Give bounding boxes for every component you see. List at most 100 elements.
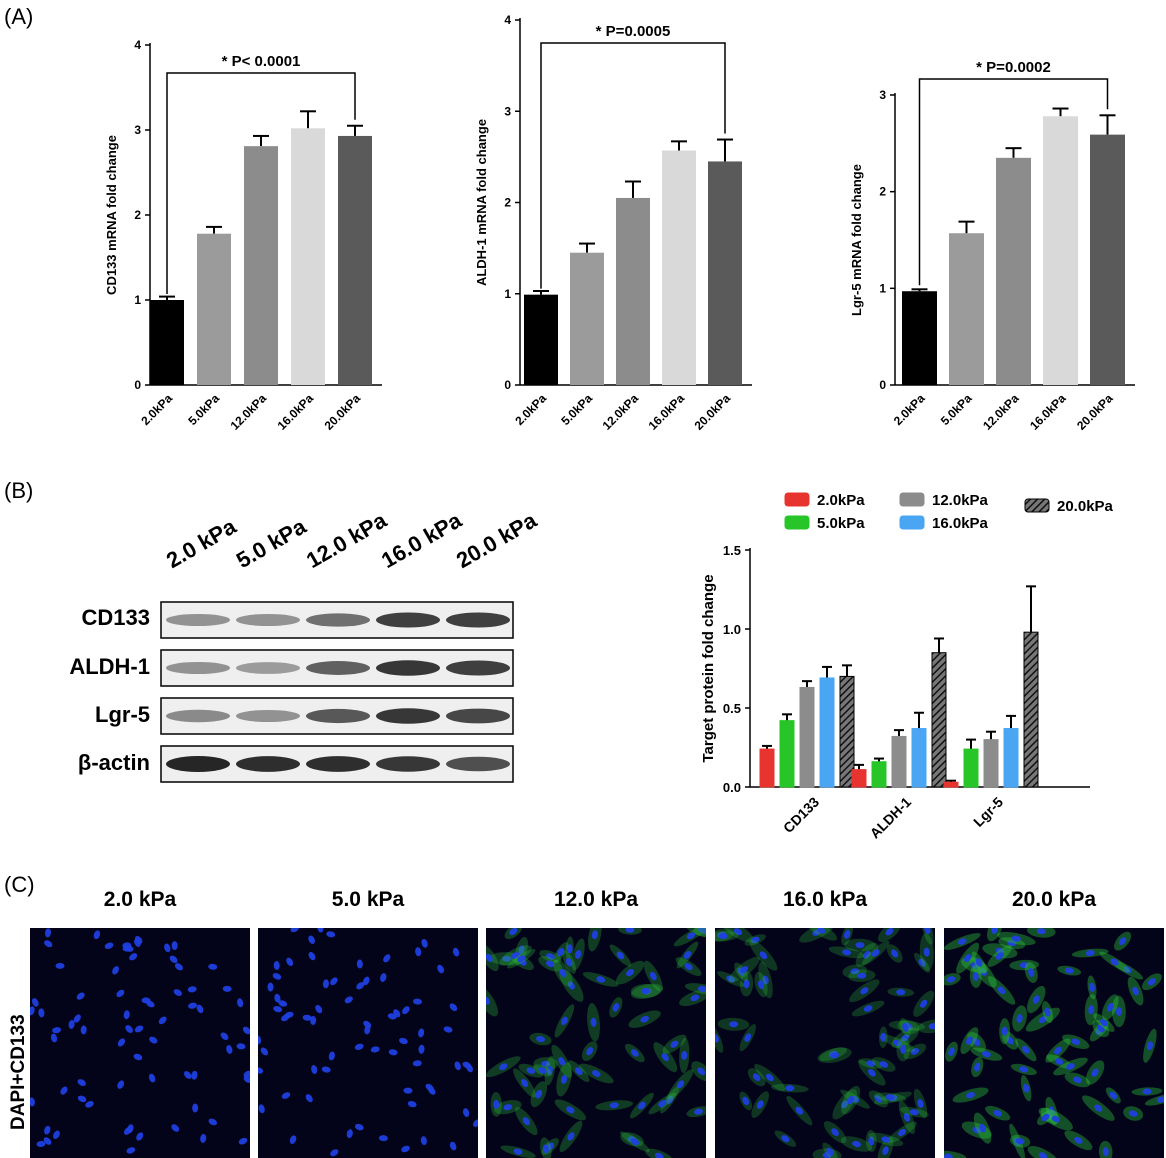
bar (871, 761, 887, 788)
nucleus (200, 1133, 207, 1143)
nucleus (322, 979, 329, 989)
nucleus (509, 928, 518, 936)
immunofluorescence-image (944, 928, 1164, 1158)
panel-label-b: (B) (4, 478, 34, 503)
nucleus (733, 928, 743, 936)
nucleus (591, 930, 598, 940)
nucleus (354, 1123, 364, 1131)
x-tick-label: 5.0kPa (185, 391, 222, 428)
nucleus (117, 1080, 125, 1089)
x-tick-label: 12.0kPa (600, 391, 642, 433)
nucleus (284, 1011, 294, 1018)
blot-lane-label: 2.0 kPa (162, 513, 241, 574)
legend-label: 20.0kPa (1057, 498, 1114, 515)
nucleus (169, 955, 178, 963)
nucleus (364, 1025, 371, 1035)
significance-label: * P=0.0005 (596, 23, 671, 40)
x-tick-label: 2.0kPa (138, 391, 175, 428)
nucleus (638, 1101, 646, 1110)
nucleus (196, 1004, 204, 1014)
nucleus (630, 1049, 639, 1057)
nucleus (462, 1061, 472, 1069)
nucleus (697, 985, 706, 992)
nucleus (1109, 1091, 1118, 1100)
bar (799, 686, 815, 788)
significance-bracket (918, 78, 1109, 286)
nucleus (237, 998, 244, 1008)
nucleus (560, 1074, 568, 1084)
nucleus (191, 1070, 198, 1080)
legend-swatch (784, 515, 810, 530)
bar (1003, 728, 1019, 788)
blot-row-label: Lgr-5 (95, 702, 150, 727)
blot-band (376, 660, 440, 676)
nucleus (1097, 1024, 1105, 1033)
nucleus (401, 1145, 410, 1153)
nucleus (676, 1080, 685, 1089)
blot-band (236, 662, 300, 674)
nucleus (326, 931, 336, 938)
x-tick-label: 2.0kPa (512, 391, 549, 428)
nucleus (855, 942, 865, 949)
nucleus (192, 1103, 199, 1113)
nucleus (328, 1051, 335, 1061)
nucleus (557, 948, 565, 957)
blot-band (306, 661, 370, 675)
nucleus (1044, 1007, 1051, 1017)
legend-label: 5.0kPa (817, 515, 865, 532)
nucleus (44, 940, 53, 948)
nucleus (356, 982, 365, 990)
nucleus (885, 1094, 895, 1101)
nucleus (1001, 1026, 1008, 1036)
x-tick-label: Lgr-5 (970, 794, 1006, 830)
nucleus (517, 955, 526, 963)
x-tick-label: 12.0kPa (980, 391, 1022, 433)
nucleus (902, 1023, 909, 1032)
blot-band (306, 613, 370, 627)
nucleus (841, 1100, 849, 1109)
bar (931, 652, 947, 788)
nucleus (126, 1147, 136, 1154)
nucleus (278, 1000, 288, 1007)
nucleus (38, 1008, 45, 1018)
nucleus (503, 1104, 513, 1111)
nucleus (975, 958, 983, 967)
nucleus (1007, 940, 1017, 947)
nucleus (449, 1141, 457, 1151)
nucleus (117, 1038, 126, 1047)
nucleus (974, 1062, 981, 1072)
bar (963, 748, 979, 788)
imaging-title: 16.0 kPa (782, 888, 868, 911)
y-tick-label: 2 (504, 196, 511, 210)
blot-band (236, 756, 300, 772)
nucleus (966, 1091, 975, 1099)
nucleus (134, 938, 141, 947)
x-tick-label: ALDH-1 (867, 794, 915, 842)
bar (851, 769, 867, 788)
bar (662, 150, 696, 385)
y-tick-label: 0 (134, 378, 141, 392)
y-tick-label: 3 (879, 88, 886, 102)
nucleus (626, 969, 635, 977)
bar (779, 720, 795, 788)
y-tick-label: 0.5 (723, 701, 741, 716)
nucleus (1128, 1110, 1138, 1117)
nucleus (694, 1108, 703, 1115)
nucleus (910, 1048, 920, 1055)
nucleus (1041, 1113, 1050, 1122)
nucleus (311, 1065, 318, 1074)
nucleus (546, 1065, 553, 1075)
nucleus (565, 957, 573, 967)
nucleus (898, 1128, 907, 1137)
nucleus (863, 950, 871, 959)
blot-band (446, 756, 510, 772)
bar (524, 294, 558, 385)
nucleus (44, 1125, 51, 1135)
nucleus (641, 987, 651, 994)
nucleus (863, 1005, 873, 1012)
immunofluorescence-image (258, 928, 478, 1158)
nucleus (407, 1101, 417, 1108)
nucleus (535, 1089, 543, 1099)
nucleus (830, 1052, 840, 1059)
nucleus (900, 1034, 910, 1042)
